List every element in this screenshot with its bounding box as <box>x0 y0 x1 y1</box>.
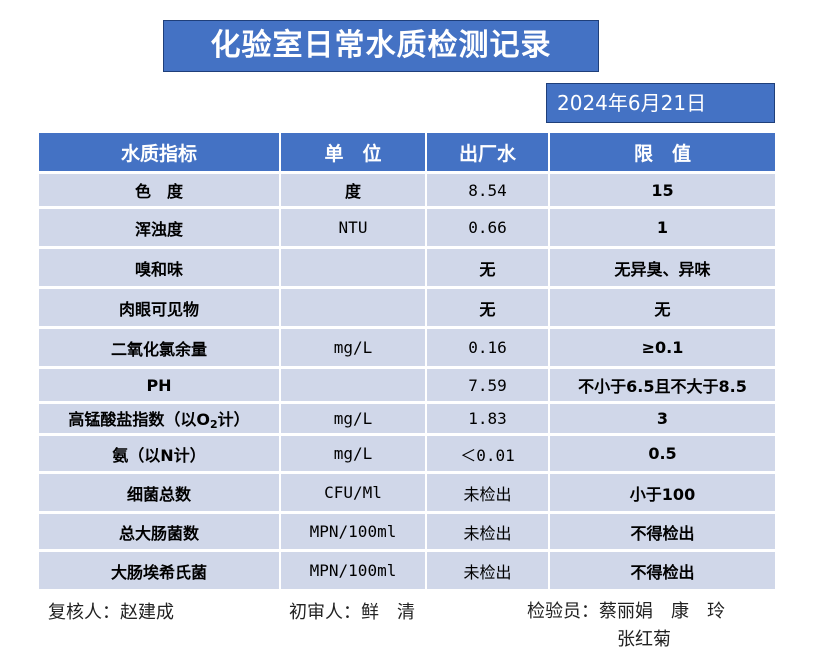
factory-water-value: 8.54 <box>425 171 550 209</box>
factory-water-value: 无 <box>425 286 550 329</box>
limit-value: 不小于6.5且不大于8.5 <box>548 366 777 404</box>
indicator-name: 高锰酸盐指数（以O2计） <box>37 401 281 436</box>
page-title: 化验室日常水质检测记录 <box>163 20 599 72</box>
limit-value: 1 <box>548 206 777 249</box>
indicator-unit <box>279 366 427 404</box>
table-row: 二氧化氯余量 mg/L 0.16 ≥0.1 <box>37 326 777 369</box>
indicator-unit: MPN/100ml <box>279 549 427 592</box>
indicator-unit: CFU/Ml <box>279 471 427 514</box>
header-limit: 限 值 <box>548 130 777 174</box>
factory-water-value: 0.66 <box>425 206 550 249</box>
factory-water-value: 未检出 <box>425 549 550 592</box>
indicator-name: 二氧化氯余量 <box>37 326 281 369</box>
inspectors-line-2: 张红菊 <box>617 629 671 650</box>
header-factory-water: 出厂水 <box>425 130 550 174</box>
factory-water-value: 未检出 <box>425 511 550 552</box>
table-row: 总大肠菌数 MPN/100ml 未检出 不得检出 <box>37 511 777 552</box>
reviewer-signature: 复核人：赵建成 <box>48 602 174 623</box>
header-indicator: 水质指标 <box>37 130 281 174</box>
table-row: 大肠埃希氏菌 MPN/100ml 未检出 不得检出 <box>37 549 777 592</box>
table-row: 细菌总数 CFU/Ml 未检出 小于100 <box>37 471 777 514</box>
indicator-name: 氨（以N计） <box>37 433 281 474</box>
factory-water-value: 未检出 <box>425 471 550 514</box>
indicator-unit: 度 <box>279 171 427 209</box>
indicator-name-tail: 计） <box>217 410 250 429</box>
indicator-unit: mg/L <box>279 401 427 436</box>
indicator-unit <box>279 286 427 329</box>
table-row: 氨（以N计） mg/L ＜0.01 0.5 <box>37 433 777 474</box>
factory-water-value: 无 <box>425 246 550 289</box>
limit-value: 无异臭、异味 <box>548 246 777 289</box>
inspectors-signature: 检验员：蔡丽娟 康 玲 张红菊 <box>527 598 787 654</box>
table-row: PH 7.59 不小于6.5且不大于8.5 <box>37 366 777 404</box>
record-date: 2024年6月21日 <box>546 83 775 123</box>
first-reviewer-signature: 初审人：鲜 清 <box>289 602 415 623</box>
indicator-name-subscript: 2 <box>209 418 218 431</box>
limit-value: 3 <box>548 401 777 436</box>
indicator-unit: NTU <box>279 206 427 249</box>
inspectors-line-1: 检验员：蔡丽娟 康 玲 <box>527 601 725 622</box>
indicator-unit: MPN/100ml <box>279 511 427 552</box>
indicator-name: 大肠埃希氏菌 <box>37 549 281 592</box>
limit-value: 小于100 <box>548 471 777 514</box>
limit-value: 0.5 <box>548 433 777 474</box>
factory-water-value: 0.16 <box>425 326 550 369</box>
indicator-name: 肉眼可见物 <box>37 286 281 329</box>
factory-water-value: 1.83 <box>425 401 550 436</box>
table-header-row: 水质指标 单 位 出厂水 限 值 <box>37 130 777 174</box>
indicator-name: 细菌总数 <box>37 471 281 514</box>
limit-value: 15 <box>548 171 777 209</box>
indicator-name: 色 度 <box>37 171 281 209</box>
limit-value: 无 <box>548 286 777 329</box>
factory-water-value: 7.59 <box>425 366 550 404</box>
water-quality-table: 水质指标 单 位 出厂水 限 值 色 度 度 8.54 15 浑浊度 NTU 0… <box>37 130 777 592</box>
header-unit: 单 位 <box>279 130 427 174</box>
indicator-name: 嗅和味 <box>37 246 281 289</box>
table-row: 色 度 度 8.54 15 <box>37 171 777 209</box>
indicator-unit: mg/L <box>279 433 427 474</box>
table-row: 浑浊度 NTU 0.66 1 <box>37 206 777 249</box>
limit-value: 不得检出 <box>548 549 777 592</box>
indicator-name: PH <box>37 366 281 404</box>
table-row: 嗅和味 无 无异臭、异味 <box>37 246 777 289</box>
limit-value: 不得检出 <box>548 511 777 552</box>
factory-water-value: ＜0.01 <box>425 433 550 474</box>
table-row: 肉眼可见物 无 无 <box>37 286 777 329</box>
limit-value: ≥0.1 <box>548 326 777 369</box>
indicator-unit <box>279 246 427 289</box>
table-row: 高锰酸盐指数（以O2计） mg/L 1.83 3 <box>37 401 777 436</box>
indicator-name: 浑浊度 <box>37 206 281 249</box>
indicator-name: 总大肠菌数 <box>37 511 281 552</box>
indicator-unit: mg/L <box>279 326 427 369</box>
indicator-name-main: 高锰酸盐指数（以O <box>68 410 210 429</box>
